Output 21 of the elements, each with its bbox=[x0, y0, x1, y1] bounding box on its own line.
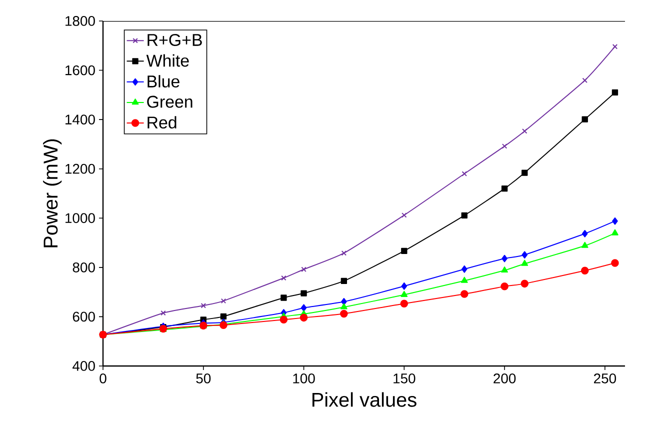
legend-label: White bbox=[146, 54, 189, 67]
x-tick-label: 250 bbox=[594, 373, 616, 384]
x-tick-label: 50 bbox=[196, 373, 211, 384]
legend-label: Red bbox=[148, 116, 176, 129]
x-tick-label: 0 bbox=[100, 373, 106, 384]
y-tick-label: 1800 bbox=[66, 16, 95, 26]
x-axis-title: Pixel values bbox=[312, 392, 416, 407]
y-tick-label: 800 bbox=[72, 262, 95, 272]
y-tick-label: 1600 bbox=[66, 65, 95, 76]
y-tick-label: 1400 bbox=[66, 114, 95, 124]
y-tick-label: 400 bbox=[72, 361, 95, 371]
x-tick-label: 200 bbox=[494, 373, 516, 384]
y-axis-title: Power (mW) bbox=[43, 139, 62, 248]
legend-label: Blue bbox=[148, 75, 180, 88]
legend-label: Green bbox=[147, 96, 192, 108]
legend-label: R+G+B bbox=[148, 34, 202, 46]
y-tick-label: 1200 bbox=[66, 164, 95, 174]
x-tick-label: 150 bbox=[394, 373, 416, 384]
x-tick-label: 100 bbox=[293, 373, 315, 384]
y-tick-label: 600 bbox=[72, 312, 95, 322]
y-tick-label: 1000 bbox=[66, 213, 95, 224]
